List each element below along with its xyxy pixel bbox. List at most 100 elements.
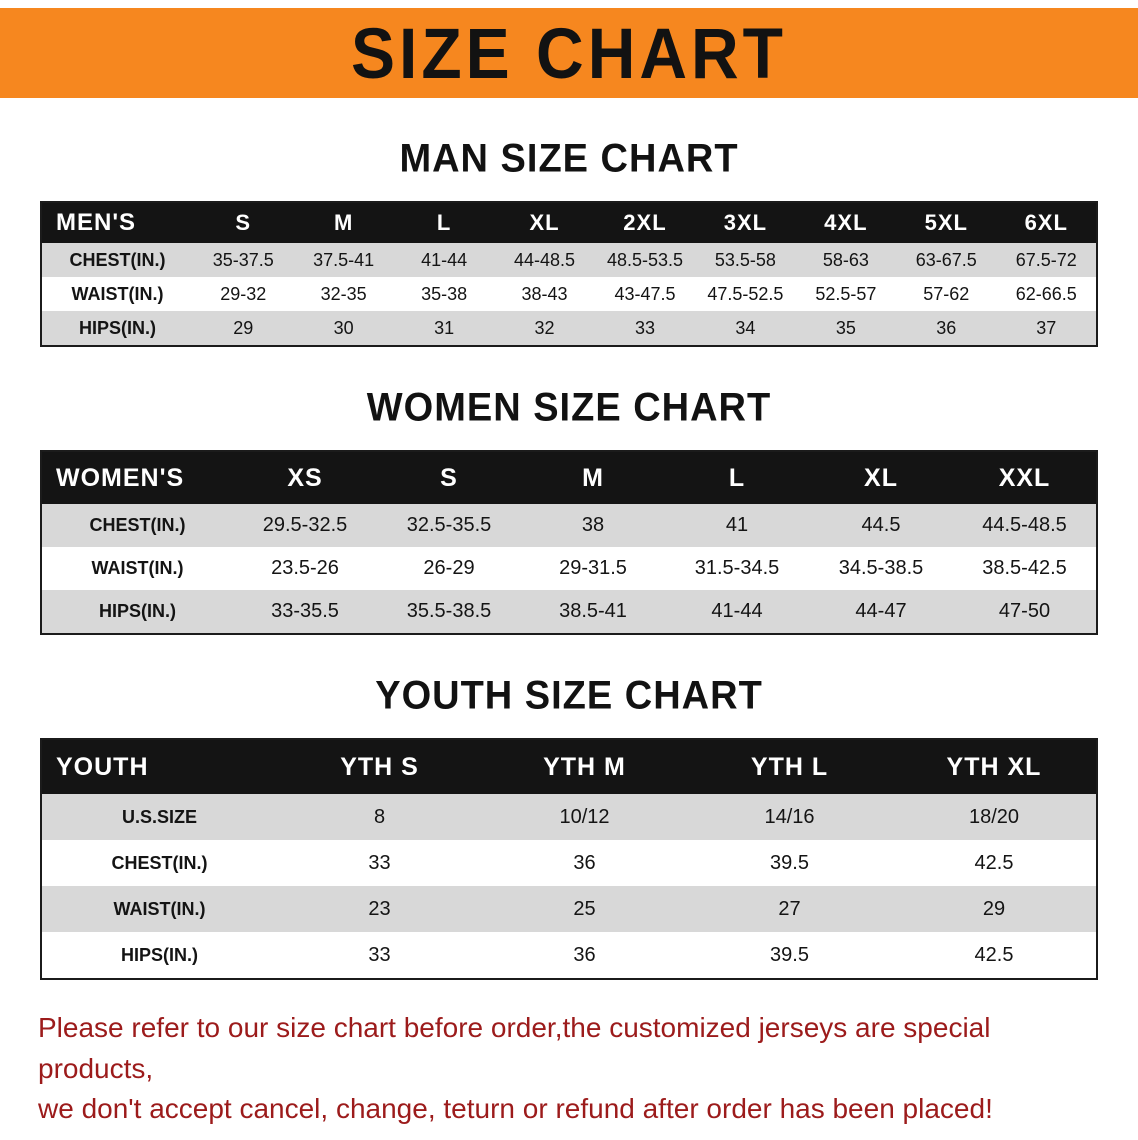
- men-size-table: MEN'S S M L XL 2XL 3XL 4XL 5XL 6XL CHEST(IN.) 35-37…: [40, 201, 1098, 347]
- measurement-value: 23.5-26: [271, 557, 339, 579]
- measurement-value: 32: [534, 317, 555, 338]
- measurement-label: HIPS(IN.): [98, 601, 176, 621]
- measurement-row: CHEST(IN.) 35-37.5 37.5-41 41-44 44-48.5 48.5…: [41, 243, 1097, 277]
- measurement-value: 47.5-52.5: [707, 283, 784, 304]
- measurement-row: CHEST(IN.) 29.5-32.5 32.5-35.5 38 41 44.5 44.5…: [41, 504, 1097, 547]
- measurement-row: CHEST(IN.) 33 36 39.5 42.5: [41, 840, 1097, 886]
- notice-line-1: Please refer to our size chart before or…: [38, 1012, 991, 1084]
- size-column-header: M: [521, 451, 665, 504]
- measurement-value: 41: [725, 514, 749, 536]
- measurement-value: 10/12: [559, 805, 610, 828]
- measurement-value: 53.5-58: [714, 249, 776, 270]
- measurement-label: CHEST(IN.): [69, 249, 166, 270]
- measurement-value: 23: [368, 897, 391, 920]
- section-title-youth: YOUTH SIZE CHART: [375, 673, 763, 719]
- measurement-value: 33-35.5: [271, 600, 339, 622]
- women-size-table: WOMEN'S XS S M L XL XXL CHEST(IN.) 29.5-32.5 32.5…: [40, 450, 1098, 635]
- size-column-header: XL: [809, 451, 953, 504]
- size-column-header: XXL: [953, 451, 1097, 504]
- measurement-value: 8: [373, 805, 386, 828]
- size-column-header: 2XL: [594, 202, 696, 243]
- measurement-value: 35-38: [421, 283, 468, 304]
- measurement-row: U.S.SIZE 8 10/12 14/16 18/20: [41, 794, 1097, 840]
- measurement-value: 35: [835, 317, 856, 338]
- measurement-value: 67.5-72: [1015, 249, 1077, 270]
- measurement-value: 25: [573, 897, 596, 920]
- size-column-header: XL: [494, 202, 595, 243]
- measurement-value: 32.5-35.5: [406, 514, 492, 536]
- section-title-men: MAN SIZE CHART: [399, 136, 739, 182]
- measurement-value: 63-67.5: [915, 249, 977, 270]
- measurement-row: WAIST(IN.) 29-32 32-35 35-38 38-43 43-47.5 47.…: [41, 277, 1097, 311]
- measurement-label: WAIST(IN.): [113, 898, 206, 919]
- measurement-row: WAIST(IN.) 23 25 27 29: [41, 886, 1097, 932]
- measurement-value: 42.5: [974, 943, 1014, 966]
- table-title-cell: YOUTH: [41, 739, 277, 794]
- measurement-value: 27: [778, 897, 801, 920]
- table-header-row: WOMEN'S XS S M L XL XXL: [41, 451, 1097, 504]
- measurement-value: 58-63: [822, 249, 869, 270]
- measurement-value: 41-44: [421, 249, 468, 270]
- size-column-header: 5XL: [896, 202, 997, 243]
- measurement-value: 26-29: [423, 557, 475, 579]
- measurement-value: 35.5-38.5: [406, 600, 492, 622]
- page-title: SIZE CHART: [351, 13, 787, 93]
- measurement-value: 33: [634, 317, 655, 338]
- size-column-header: XS: [233, 451, 377, 504]
- measurement-value: 41-44: [711, 600, 763, 622]
- measurement-value: 48.5-53.5: [606, 249, 683, 270]
- measurement-value: 29: [982, 897, 1006, 920]
- size-column-header: YTH XL: [892, 739, 1097, 794]
- measurement-label: WAIST(IN.): [71, 283, 164, 304]
- measurement-value: 42.5: [974, 851, 1014, 874]
- measurement-label: CHEST(IN.): [111, 852, 208, 873]
- measurement-row: HIPS(IN.) 29 30 31 32 33 34 35 36 37: [41, 311, 1097, 346]
- table-header-row: YOUTH YTH S YTH M YTH L YTH XL: [41, 739, 1097, 794]
- size-column-header: M: [293, 202, 394, 243]
- measurement-value: 29-32: [220, 283, 267, 304]
- measurement-value: 29-31.5: [559, 557, 627, 579]
- measurement-value: 38.5-42.5: [982, 557, 1067, 579]
- measurement-value: 38.5-41: [559, 600, 627, 622]
- size-column-header: L: [665, 451, 809, 504]
- measurement-label: U.S.SIZE: [121, 806, 197, 827]
- measurement-row: WAIST(IN.) 23.5-26 26-29 29-31.5 31.5-34.5 34…: [41, 547, 1097, 590]
- measurement-value: 33: [368, 851, 391, 874]
- size-chart-banner: SIZE CHART: [0, 8, 1138, 98]
- measurement-value: 47-50: [998, 600, 1051, 622]
- measurement-value: 39.5: [770, 943, 809, 966]
- measurement-value: 31: [434, 317, 455, 338]
- measurement-row: HIPS(IN.) 33-35.5 35.5-38.5 38.5-41 41-44 44-…: [41, 590, 1097, 634]
- measurement-value: 18/20: [968, 805, 1020, 828]
- measurement-label: HIPS(IN.): [78, 317, 156, 338]
- measurement-value: 34.5-38.5: [838, 557, 924, 579]
- measurement-value: 34: [735, 317, 756, 338]
- order-notice: Please refer to our size chart before or…: [38, 1008, 1100, 1130]
- size-column-header: YTH M: [482, 739, 687, 794]
- measurement-value: 37: [1036, 317, 1057, 338]
- men-size-section: MAN SIZE CHART MEN'S S M L XL 2XL 3XL 4XL 5XL 6XL…: [0, 136, 1138, 347]
- measurement-value: 62-66.5: [1015, 283, 1077, 304]
- measurement-value: 44-47: [855, 600, 907, 622]
- measurement-value: 33: [368, 943, 391, 966]
- measurement-value: 38-43: [521, 283, 568, 304]
- size-column-header: 4XL: [795, 202, 897, 243]
- measurement-value: 32-35: [320, 283, 367, 304]
- table-header-row: MEN'S S M L XL 2XL 3XL 4XL 5XL 6XL: [41, 202, 1097, 243]
- measurement-value: 44-48.5: [514, 249, 576, 270]
- measurement-label: HIPS(IN.): [120, 944, 198, 965]
- section-title-women: WOMEN SIZE CHART: [366, 385, 772, 431]
- measurement-value: 44.5-48.5: [982, 514, 1067, 536]
- size-column-header: YTH L: [687, 739, 892, 794]
- measurement-value: 38: [581, 514, 605, 536]
- measurement-row: HIPS(IN.) 33 36 39.5 42.5: [41, 932, 1097, 979]
- measurement-value: 39.5: [770, 851, 809, 874]
- size-column-header: YTH S: [277, 739, 482, 794]
- size-column-header: S: [377, 451, 521, 504]
- measurement-value: 43-47.5: [614, 283, 676, 304]
- size-column-header: S: [193, 202, 294, 243]
- size-column-header: 6XL: [996, 202, 1097, 243]
- measurement-value: 37.5-41: [313, 249, 375, 270]
- measurement-value: 30: [333, 317, 354, 338]
- measurement-value: 31.5-34.5: [694, 557, 780, 579]
